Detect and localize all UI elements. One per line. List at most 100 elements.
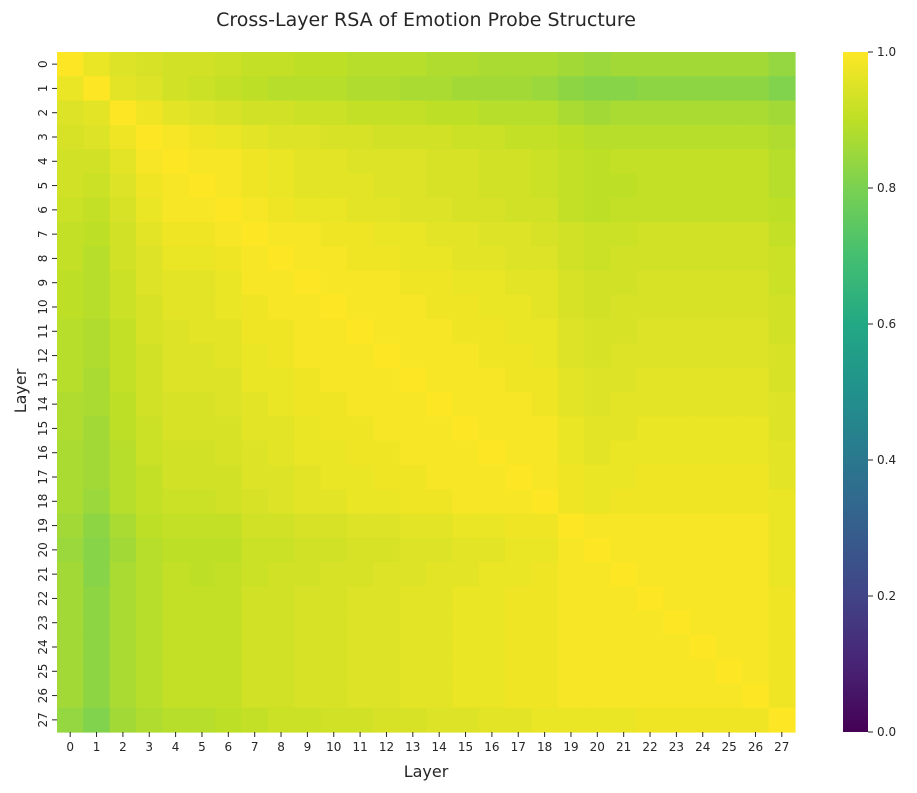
heatmap-cell-9-17 — [505, 270, 533, 296]
heatmap-cell-19-7 — [241, 513, 269, 539]
heatmap-cell-6-1 — [83, 197, 111, 223]
x-tick-label-14: 14 — [432, 740, 447, 754]
heatmap-cell-26-27 — [768, 683, 796, 709]
heatmap-cell-18-18 — [531, 489, 559, 515]
heatmap-cell-23-8 — [267, 610, 295, 636]
heatmap-cell-17-6 — [215, 464, 243, 490]
heatmap-cell-16-19 — [557, 440, 585, 466]
heatmap-cell-13-24 — [689, 367, 717, 393]
heatmap-cell-27-11 — [346, 707, 374, 733]
y-axis-ticks: 0123456789101112131415161718192021222324… — [36, 60, 57, 728]
heatmap-cell-9-12 — [373, 270, 401, 296]
heatmap-cell-26-7 — [241, 683, 269, 709]
heatmap-cell-16-27 — [768, 440, 796, 466]
heatmap-cell-8-18 — [531, 246, 559, 272]
heatmap-cell-23-4 — [162, 610, 190, 636]
heatmap-cell-1-4 — [162, 76, 190, 102]
heatmap-cell-13-19 — [557, 367, 585, 393]
heatmap-cell-21-23 — [663, 562, 691, 587]
heatmap-cell-17-0 — [57, 464, 84, 490]
heatmap-cell-24-25 — [715, 634, 743, 660]
heatmap-cell-27-3 — [136, 707, 164, 733]
heatmap-cell-12-18 — [531, 343, 559, 369]
heatmap-cell-23-21 — [610, 610, 638, 636]
heatmap-cell-6-21 — [610, 197, 638, 223]
heatmap-cell-20-26 — [742, 537, 770, 563]
chart-title: Cross-Layer RSA of Emotion Probe Structu… — [216, 9, 636, 31]
heatmap-cell-0-10 — [320, 52, 348, 77]
heatmap-cell-22-5 — [188, 586, 216, 612]
heatmap-cell-5-8 — [267, 173, 295, 199]
heatmap-cell-9-22 — [636, 270, 664, 296]
heatmap-cell-26-5 — [188, 683, 216, 709]
heatmap-cell-10-13 — [399, 294, 427, 320]
heatmap-cell-9-13 — [399, 270, 427, 296]
heatmap-cell-9-2 — [109, 270, 137, 296]
heatmap-cell-2-3 — [136, 100, 164, 126]
heatmap-cell-8-7 — [241, 246, 269, 272]
heatmap-cell-10-15 — [452, 294, 480, 320]
heatmap-cell-10-7 — [241, 294, 269, 320]
heatmap-cell-2-25 — [715, 100, 743, 126]
heatmap-cell-8-20 — [584, 246, 612, 272]
heatmap-cell-9-20 — [584, 270, 612, 296]
heatmap-cell-22-3 — [136, 586, 164, 612]
heatmap-cell-6-7 — [241, 197, 269, 223]
heatmap-cell-8-16 — [478, 246, 506, 272]
heatmap-cell-21-15 — [452, 562, 480, 587]
x-tick-label-2: 2 — [119, 740, 127, 754]
heatmap-cell-14-20 — [584, 392, 612, 417]
heatmap-cell-0-23 — [663, 52, 691, 77]
heatmap-cell-3-15 — [452, 124, 480, 150]
heatmap-cell-10-0 — [57, 294, 84, 320]
heatmap-cell-16-15 — [452, 440, 480, 466]
heatmap-cell-25-2 — [109, 659, 137, 685]
heatmap-cell-27-18 — [531, 707, 559, 733]
heatmap-cell-19-25 — [715, 513, 743, 539]
heatmap-cell-17-12 — [373, 464, 401, 490]
heatmap-cell-18-11 — [346, 489, 374, 515]
heatmap-cell-25-26 — [742, 659, 770, 685]
heatmap-cell-16-10 — [320, 440, 348, 466]
heatmap-cell-25-20 — [584, 659, 612, 685]
heatmap-cell-26-22 — [636, 683, 664, 709]
heatmap-cell-18-24 — [689, 489, 717, 515]
heatmap-cell-26-25 — [715, 683, 743, 709]
heatmap-cell-15-3 — [136, 416, 164, 442]
heatmap-cell-19-0 — [57, 513, 84, 539]
heatmap-cell-0-2 — [109, 52, 137, 77]
heatmap-cell-3-25 — [715, 124, 743, 150]
heatmap-cell-3-8 — [267, 124, 295, 150]
heatmap-cell-16-17 — [505, 440, 533, 466]
heatmap-cell-12-23 — [663, 343, 691, 369]
heatmap-cell-25-17 — [505, 659, 533, 685]
heatmap-cell-10-10 — [320, 294, 348, 320]
heatmap-cell-7-17 — [505, 222, 533, 247]
heatmap-cell-5-6 — [215, 173, 243, 199]
heatmap-cell-0-16 — [478, 52, 506, 77]
heatmap-cell-24-0 — [57, 634, 84, 660]
heatmap-cell-23-11 — [346, 610, 374, 636]
heatmap-cell-16-20 — [584, 440, 612, 466]
heatmap-cell-4-3 — [136, 149, 164, 175]
heatmap-cell-9-10 — [320, 270, 348, 296]
heatmap-cell-24-3 — [136, 634, 164, 660]
y-tick-label-16: 16 — [36, 445, 50, 460]
heatmap-cell-11-26 — [742, 319, 770, 345]
heatmap-cell-27-8 — [267, 707, 295, 733]
heatmap-cell-21-27 — [768, 562, 796, 587]
heatmap-cell-0-7 — [241, 52, 269, 77]
heatmap-cell-17-17 — [505, 464, 533, 490]
heatmap-cell-8-23 — [663, 246, 691, 272]
heatmap-cell-15-9 — [294, 416, 322, 442]
heatmap-cell-1-23 — [663, 76, 691, 102]
heatmap-cell-25-19 — [557, 659, 585, 685]
heatmap-cell-26-2 — [109, 683, 137, 709]
heatmap-cell-13-12 — [373, 367, 401, 393]
heatmap-cell-9-15 — [452, 270, 480, 296]
heatmap-cell-14-22 — [636, 392, 664, 417]
heatmap-cell-2-17 — [505, 100, 533, 126]
heatmap-cell-24-15 — [452, 634, 480, 660]
x-tick-label-18: 18 — [537, 740, 552, 754]
colorbar-tick-label-5: 1.0 — [877, 45, 896, 59]
